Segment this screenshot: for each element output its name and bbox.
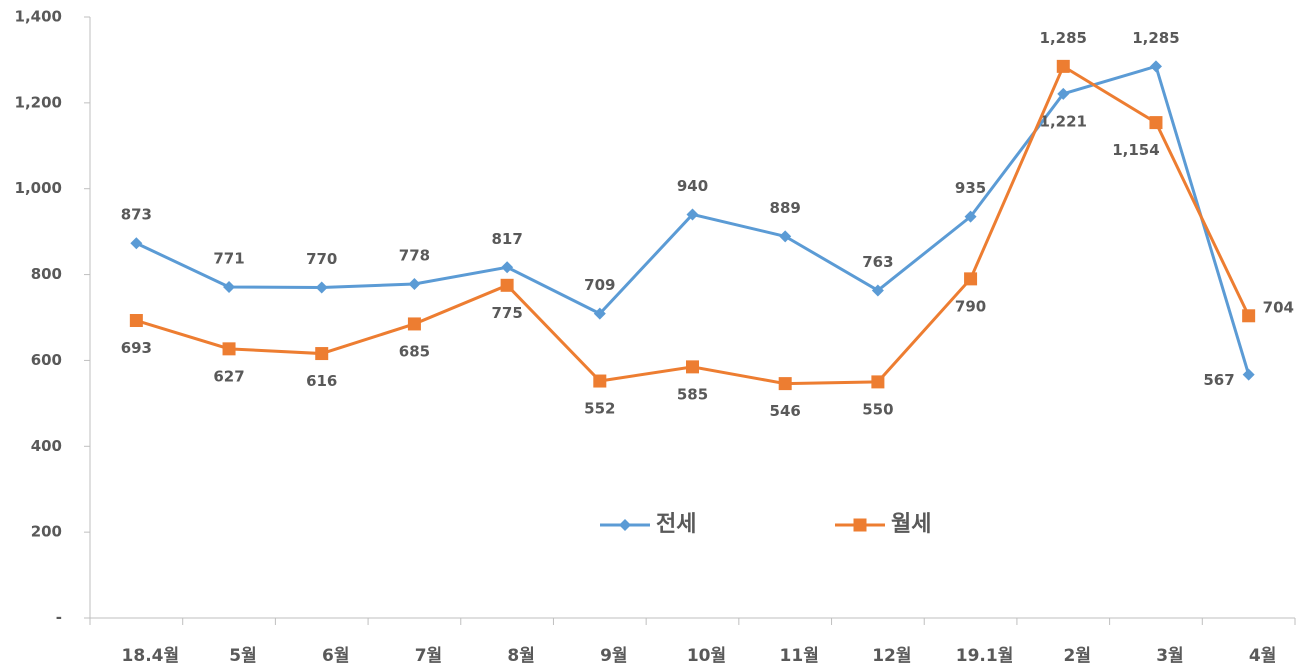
data-label: 693 bbox=[121, 339, 152, 357]
marker bbox=[779, 230, 792, 243]
data-label: 567 bbox=[1203, 371, 1234, 389]
data-label: 763 bbox=[862, 253, 893, 271]
legend-marker bbox=[619, 519, 631, 531]
data-label: 552 bbox=[584, 400, 615, 418]
data-label: 550 bbox=[862, 400, 893, 418]
y-tick-label: 1,400 bbox=[15, 8, 62, 26]
legend-label: 전세 bbox=[656, 512, 696, 537]
data-label: 1,154 bbox=[1112, 141, 1159, 159]
data-label: 1,285 bbox=[1132, 29, 1179, 47]
data-label: 627 bbox=[213, 367, 244, 385]
marker bbox=[778, 377, 792, 391]
marker bbox=[129, 314, 143, 328]
data-label: 1,285 bbox=[1040, 29, 1087, 47]
data-label: 546 bbox=[770, 402, 801, 420]
legend-label: 월세 bbox=[891, 512, 931, 537]
data-label: 1,221 bbox=[1040, 112, 1087, 130]
marker bbox=[1057, 87, 1070, 100]
y-tick-label: 1,000 bbox=[15, 179, 62, 197]
marker bbox=[500, 278, 514, 292]
marker bbox=[407, 317, 421, 331]
data-label: 771 bbox=[213, 250, 244, 268]
data-label: 790 bbox=[955, 297, 986, 315]
data-label: 585 bbox=[677, 385, 708, 403]
legend-marker bbox=[853, 518, 867, 532]
x-tick-label: 9월 bbox=[600, 646, 627, 666]
x-tick-label: 18.4월 bbox=[122, 646, 180, 666]
marker bbox=[686, 208, 699, 221]
data-label: 775 bbox=[491, 304, 522, 322]
marker bbox=[871, 284, 884, 297]
data-label: 770 bbox=[306, 250, 337, 268]
marker bbox=[593, 307, 606, 320]
marker bbox=[1242, 368, 1255, 381]
x-tick-label: 3월 bbox=[1156, 646, 1183, 666]
data-label: 889 bbox=[770, 199, 801, 217]
data-label: 616 bbox=[306, 372, 337, 390]
marker bbox=[1149, 60, 1162, 73]
marker bbox=[686, 360, 699, 374]
y-tick-label: - bbox=[56, 609, 62, 627]
marker bbox=[964, 272, 978, 286]
data-label: 709 bbox=[584, 276, 615, 294]
x-tick-label: 10월 bbox=[687, 646, 726, 666]
data-label: 935 bbox=[955, 179, 986, 197]
marker bbox=[223, 281, 236, 294]
marker bbox=[1149, 116, 1163, 130]
data-label: 685 bbox=[399, 342, 430, 360]
marker bbox=[1242, 309, 1256, 323]
marker bbox=[964, 210, 977, 223]
marker bbox=[408, 278, 421, 291]
marker bbox=[593, 374, 607, 388]
data-label: 817 bbox=[491, 230, 522, 248]
x-tick-label: 19.1월 bbox=[956, 646, 1014, 666]
x-tick-label: 7월 bbox=[415, 646, 442, 666]
x-tick-label: 11월 bbox=[780, 646, 819, 666]
data-label: 704 bbox=[1263, 298, 1294, 316]
marker bbox=[222, 342, 236, 356]
y-tick-label: 200 bbox=[31, 523, 62, 541]
data-label: 940 bbox=[677, 177, 708, 195]
x-tick-label: 6월 bbox=[322, 646, 349, 666]
x-tick-label: 4월 bbox=[1249, 646, 1276, 666]
marker bbox=[130, 237, 143, 250]
x-tick-label: 5월 bbox=[229, 646, 256, 666]
marker bbox=[315, 347, 329, 361]
y-tick-label: 600 bbox=[31, 351, 62, 369]
x-tick-label: 8월 bbox=[507, 646, 534, 666]
marker bbox=[871, 375, 885, 389]
marker bbox=[1056, 59, 1070, 73]
x-tick-label: 2월 bbox=[1064, 646, 1091, 666]
data-label: 873 bbox=[121, 206, 152, 224]
marker bbox=[315, 281, 328, 294]
data-label: 778 bbox=[399, 247, 430, 265]
y-tick-label: 1,200 bbox=[15, 93, 62, 111]
x-tick-label: 12월 bbox=[872, 646, 911, 666]
marker bbox=[501, 261, 514, 274]
y-tick-label: 800 bbox=[31, 265, 62, 283]
y-tick-label: 400 bbox=[31, 437, 62, 455]
